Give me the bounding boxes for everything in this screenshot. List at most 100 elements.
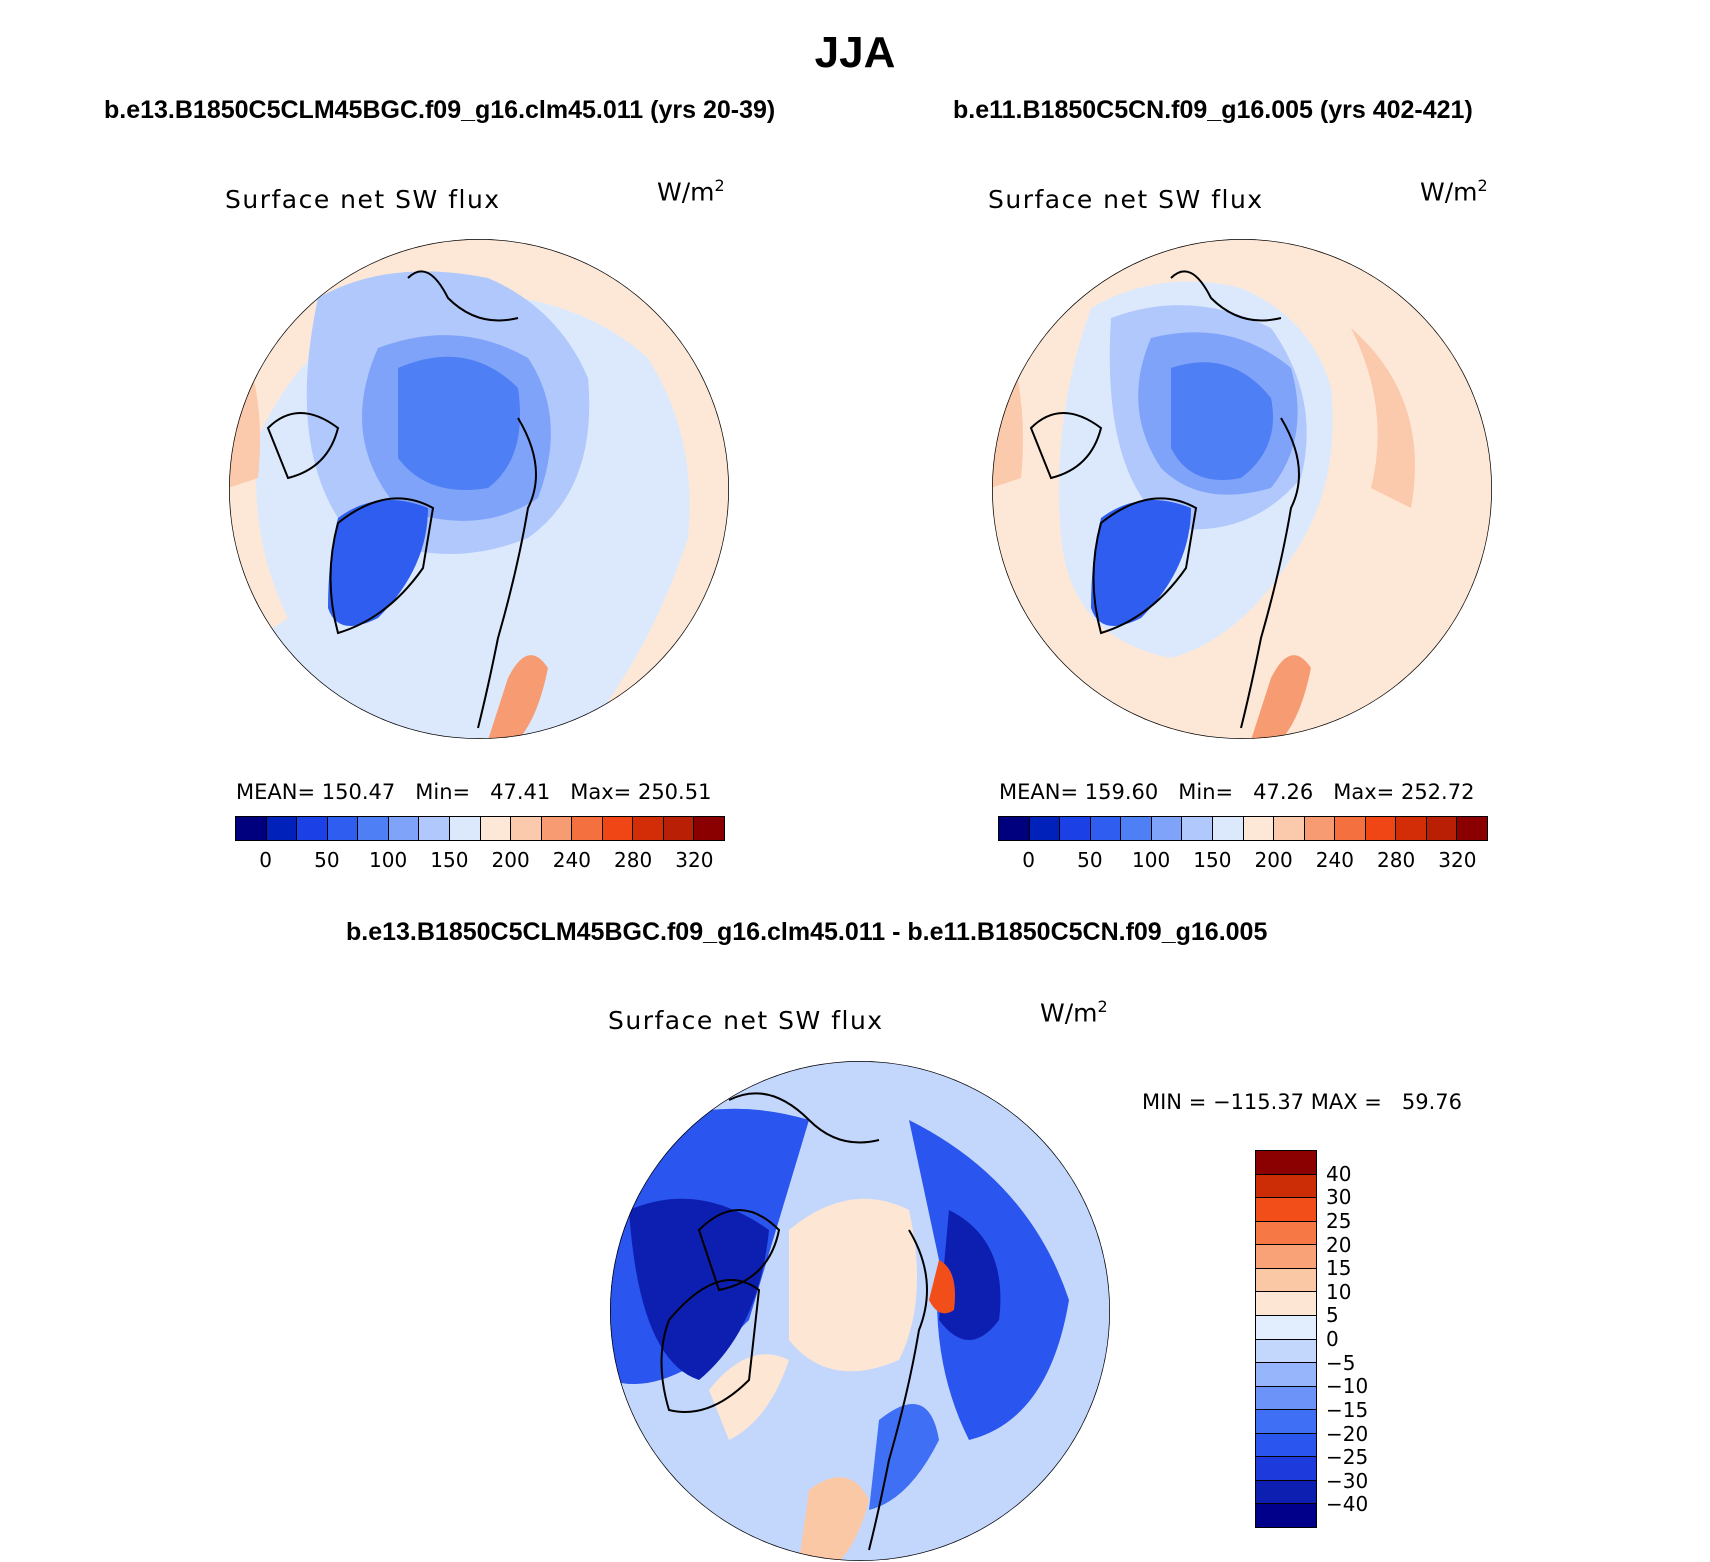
colorbar-tick-label: 150 (430, 848, 469, 872)
colorbar-box (1256, 1363, 1316, 1387)
diff-polar-map (610, 1061, 1110, 1561)
colorbar-box (1256, 1339, 1316, 1364)
colorbar-box (1256, 1315, 1316, 1340)
colorbar-box (1256, 1292, 1316, 1316)
colorbar-box (1256, 1198, 1316, 1222)
left-stats: MEAN= 150.47 Min= 47.41 Max= 250.51 (236, 780, 712, 804)
colorbar-box (1029, 817, 1061, 840)
colorbar-box (327, 817, 359, 840)
colorbar-box (1256, 1433, 1316, 1458)
colorbar-box (1457, 817, 1487, 840)
colorbar-box (236, 817, 267, 840)
colorbar-box (1256, 1410, 1316, 1434)
right-variable-label: Surface net SW flux (988, 185, 1264, 214)
diff-units: W/m2 (1040, 997, 1108, 1028)
colorbar-tick-label: −40 (1326, 1492, 1369, 1517)
diff-stats: MIN = −115.37 MAX = 59.76 (1142, 1090, 1463, 1114)
colorbar-tick-label: 240 (552, 848, 591, 872)
main-title: JJA (814, 28, 896, 77)
colorbar-box (511, 817, 542, 840)
colorbar-tick-label: 30 (1326, 1185, 1352, 1210)
colorbar-tick-label: 10 (1326, 1279, 1352, 1304)
right-stats: MEAN= 159.60 Min= 47.26 Max= 252.72 (999, 780, 1475, 804)
colorbar-box (1121, 817, 1152, 840)
colorbar-box (633, 817, 664, 840)
colorbar-box (449, 817, 481, 840)
colorbar-tick-label: 200 (1254, 848, 1293, 872)
colorbar-tick-label: 100 (369, 848, 408, 872)
right-polar-map (992, 239, 1492, 739)
colorbar-box (1256, 1245, 1316, 1269)
colorbar-box (1396, 817, 1427, 840)
colorbar-tick-label: 20 (1326, 1232, 1352, 1257)
colorbar-tick-label: 25 (1326, 1208, 1352, 1233)
diff-variable-label: Surface net SW flux (608, 1006, 884, 1035)
colorbar-box (1256, 1457, 1316, 1481)
colorbar-box (1304, 817, 1336, 840)
colorbar-tick-label: −5 (1326, 1350, 1356, 1375)
colorbar-box (1243, 817, 1275, 840)
colorbar-tick-label: 100 (1132, 848, 1171, 872)
colorbar-tick-label: 5 (1326, 1303, 1339, 1328)
colorbar-tick-label: 50 (1077, 848, 1103, 872)
colorbar-box (388, 817, 420, 840)
colorbar-box (1256, 1386, 1316, 1411)
left-colorbar-ticks: 0 50 100 150 200 240 280 320 (235, 848, 725, 874)
colorbar-tick-label: 150 (1193, 848, 1232, 872)
colorbar-box (1060, 817, 1091, 840)
colorbar-box (1365, 817, 1397, 840)
colorbar-box (1212, 817, 1244, 840)
colorbar-tick-label: −30 (1326, 1468, 1369, 1493)
colorbar-tick-label: −15 (1326, 1397, 1369, 1422)
colorbar-box (419, 817, 450, 840)
colorbar-box (480, 817, 512, 840)
colorbar-tick-label: 320 (675, 848, 714, 872)
colorbar-box (1335, 817, 1366, 840)
colorbar-box (1426, 817, 1458, 840)
colorbar-box (266, 817, 298, 840)
left-colorbar (235, 816, 725, 841)
colorbar-tick-label: 15 (1326, 1256, 1352, 1281)
colorbar-box (1256, 1174, 1316, 1199)
colorbar-box (1256, 1268, 1316, 1293)
colorbar-tick-label: 0 (1326, 1327, 1339, 1351)
colorbar-box (1256, 1480, 1316, 1505)
right-case-title: b.e11.B1850C5CN.f09_g16.005 (yrs 402-421… (953, 96, 1473, 124)
colorbar-box (572, 817, 603, 840)
left-polar-map (229, 239, 729, 739)
colorbar-tick-label: 40 (1326, 1161, 1352, 1186)
colorbar-box (541, 817, 573, 840)
colorbar-tick-label: 200 (491, 848, 530, 872)
colorbar-tick-label: −25 (1326, 1445, 1369, 1470)
colorbar-tick-label: 280 (614, 848, 653, 872)
colorbar-tick-label: 0 (1022, 848, 1035, 872)
colorbar-box (1256, 1221, 1316, 1246)
diff-colorbar-ticks: 40 30 25 20 15 10 5 0 −5 −10 −15 −20 −25 −30 −40 (1326, 1150, 1416, 1528)
colorbar-tick-label: −20 (1326, 1421, 1369, 1446)
diff-colorbar (1255, 1150, 1317, 1528)
colorbar-box (602, 817, 634, 840)
colorbar-box (1182, 817, 1213, 840)
left-case-title: b.e13.B1850C5CLM45BGC.f09_g16.clm45.011 … (104, 96, 776, 124)
colorbar-box (663, 817, 695, 840)
colorbar-tick-label: −10 (1326, 1374, 1369, 1399)
colorbar-box (1274, 817, 1305, 840)
right-colorbar (998, 816, 1488, 841)
colorbar-box (358, 817, 389, 840)
colorbar-tick-label: 280 (1377, 848, 1416, 872)
right-colorbar-ticks: 0 50 100 150 200 240 280 320 (998, 848, 1488, 874)
colorbar-tick-label: 320 (1438, 848, 1477, 872)
colorbar-box (1256, 1151, 1316, 1175)
colorbar-tick-label: 240 (1315, 848, 1354, 872)
colorbar-box (297, 817, 328, 840)
colorbar-box (1151, 817, 1183, 840)
colorbar-tick-label: 50 (314, 848, 340, 872)
left-variable-label: Surface net SW flux (225, 185, 501, 214)
colorbar-box (1256, 1504, 1316, 1527)
colorbar-box (999, 817, 1030, 840)
left-units: W/m2 (657, 176, 725, 207)
colorbar-tick-label: 0 (259, 848, 272, 872)
diff-case-title: b.e13.B1850C5CLM45BGC.f09_g16.clm45.011 … (346, 918, 1268, 946)
colorbar-box (694, 817, 724, 840)
colorbar-box (1090, 817, 1122, 840)
